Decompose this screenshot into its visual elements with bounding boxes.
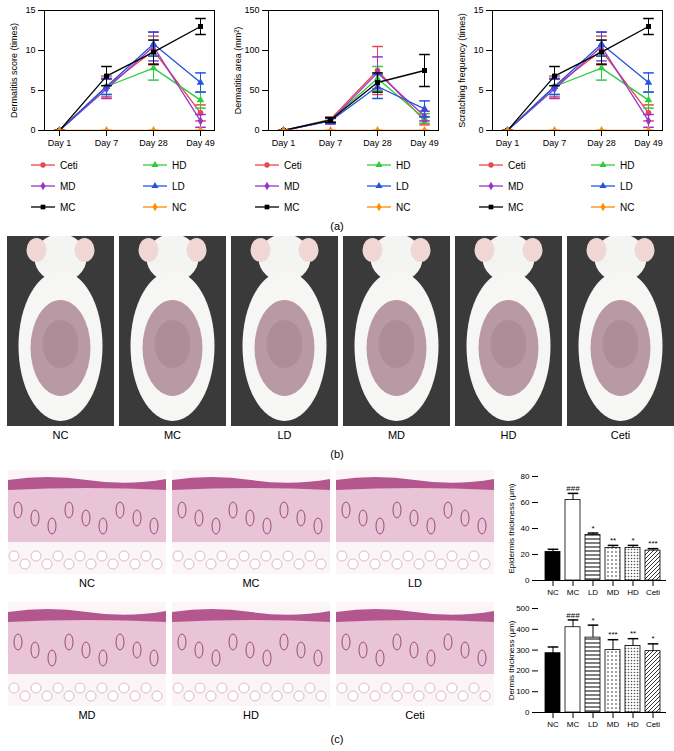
svg-text:5: 5 [30,85,35,95]
html-text:LD: LD [396,180,409,192]
html-text:(b): (b) [330,448,344,460]
svg-text:Dermatitis area (mm²): Dermatitis area (mm²) [233,27,243,115]
svg-text:150: 150 [244,5,259,15]
html-text:MD: MD [78,709,96,721]
html-text:NC: NC [52,429,69,441]
svg-text:Day 28: Day 28 [139,138,168,148]
svg-text:HD: HD [627,720,639,729]
svg-text:0: 0 [30,125,35,135]
svg-text:Day 49: Day 49 [634,138,663,148]
svg-text:50: 50 [249,85,259,95]
svg-text:LD: LD [588,588,598,597]
svg-text:100: 100 [516,687,530,696]
svg-text:Dermis thickness (μm): Dermis thickness (μm) [507,620,516,700]
svg-text:Epidermis thickness (μm): Epidermis thickness (μm) [507,483,516,573]
svg-text:###: ### [566,484,580,493]
html-text:NC: NC [79,577,95,589]
html-text:MD: MD [508,180,524,192]
svg-text:Day 49: Day 49 [186,138,215,148]
html-text:LD: LD [277,429,292,441]
svg-text:LD: LD [588,720,598,729]
svg-text:MD: MD [607,720,620,729]
html-text:Ceti: Ceti [508,159,526,171]
svg-text:Day 7: Day 7 [95,138,119,148]
html-text:MD: MD [60,180,76,192]
svg-text:Day 1: Day 1 [496,138,520,148]
svg-text:40: 40 [521,524,530,533]
html-text:HD: HD [500,429,517,441]
svg-text:Dermatitis score (times): Dermatitis score (times) [9,23,19,118]
html-text:NC: NC [620,201,635,213]
svg-text:80: 80 [521,472,530,481]
html-text:HD: HD [172,159,187,171]
svg-text:NC: NC [547,588,559,597]
svg-text:MC: MC [567,588,580,597]
svg-text:Day 49: Day 49 [410,138,439,148]
html-text:HD: HD [243,709,259,721]
svg-text:10: 10 [25,45,35,55]
html-text:MC: MC [163,429,181,441]
html-text:HD: HD [620,159,635,171]
svg-text:200: 200 [516,666,530,675]
svg-text:Ceti: Ceti [646,720,660,729]
svg-text:20: 20 [521,550,530,559]
html-text:MD: MD [284,180,300,192]
svg-text:**: ** [630,629,636,638]
html-text:NC: NC [396,201,411,213]
html-text:(c): (c) [330,733,344,745]
svg-text:0: 0 [525,708,530,717]
svg-text:0: 0 [254,125,259,135]
svg-text:Day 1: Day 1 [272,138,296,148]
html-text:LD: LD [620,180,633,192]
html-text:LD: LD [408,577,422,589]
svg-text:15: 15 [25,5,35,15]
svg-text:Ceti: Ceti [646,588,660,597]
html-text:MC: MC [508,201,524,213]
svg-text:*: * [651,634,654,643]
svg-text:NC: NC [547,720,559,729]
svg-text:*: * [631,536,634,545]
html-text:MC: MC [60,201,76,213]
svg-text:Day 7: Day 7 [319,138,343,148]
svg-text:*: * [591,524,594,533]
svg-text:**: ** [610,536,616,545]
svg-text:Day 28: Day 28 [363,138,392,148]
html-text:MC: MC [284,201,300,213]
svg-text:500: 500 [516,604,530,613]
html-text:MC: MC [242,577,260,589]
svg-text:*: * [591,616,594,625]
html-text:NC: NC [172,201,187,213]
svg-text:Day 1: Day 1 [48,138,72,148]
svg-text:Day 7: Day 7 [543,138,567,148]
svg-text:MC: MC [567,720,580,729]
html-text:Ceti: Ceti [284,159,302,171]
svg-text:5: 5 [478,85,483,95]
html-text:MD: MD [387,429,405,441]
svg-text:400: 400 [516,625,530,634]
html-text:Ceti: Ceti [610,429,631,441]
svg-text:MD: MD [607,588,620,597]
html-text:Ceti: Ceti [405,709,425,721]
svg-text:300: 300 [516,646,530,655]
svg-text:###: ### [566,611,580,620]
svg-text:10: 10 [473,45,483,55]
html-text:(a): (a) [330,220,344,232]
svg-text:***: *** [648,539,657,548]
svg-text:***: *** [608,630,617,639]
svg-text:100: 100 [244,45,259,55]
html-text:HD: HD [396,159,411,171]
svg-text:HD: HD [627,588,639,597]
svg-text:0: 0 [525,576,530,585]
svg-text:0: 0 [478,125,483,135]
html-text:Ceti: Ceti [60,159,78,171]
svg-text:15: 15 [473,5,483,15]
svg-text:60: 60 [521,498,530,507]
svg-text:Scratching frequency (times): Scratching frequency (times) [457,13,467,128]
html-text:LD: LD [172,180,185,192]
svg-text:Day 28: Day 28 [587,138,616,148]
